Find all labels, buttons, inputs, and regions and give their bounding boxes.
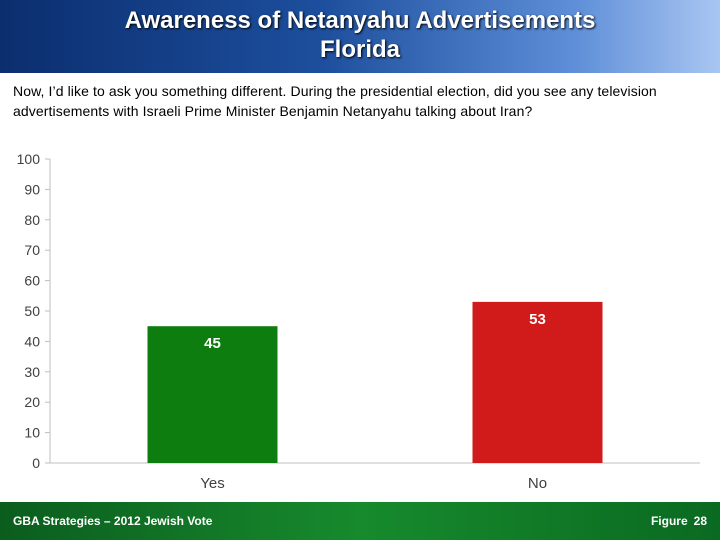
survey-question: Now, I’d like to ask you something diffe… [13, 83, 657, 119]
figure-number: 28 [693, 514, 707, 528]
bar-chart: 0 10 20 30 40 50 60 70 80 90 100 45 Yes 53 No [17, 151, 700, 492]
y-tick-label: 50 [24, 303, 40, 319]
footer-source: GBA Strategies – 2012 Jewish Vote [13, 514, 213, 528]
bar-yes [147, 326, 278, 463]
slide-header: Awareness of Netanyahu Advertisements Fl… [0, 0, 720, 73]
y-tick-label: 100 [17, 151, 41, 167]
y-tick-label: 40 [24, 333, 40, 349]
y-tick-label: 80 [24, 212, 40, 228]
y-tick-label: 90 [24, 181, 40, 197]
y-tick-label: 20 [24, 394, 40, 410]
x-tick-label-no: No [528, 475, 547, 492]
y-tick-label: 30 [24, 364, 40, 380]
data-label-no: 53 [529, 311, 546, 328]
bar-no [472, 301, 603, 463]
y-tick-label: 0 [32, 455, 40, 471]
figure-label-text: Figure [650, 514, 688, 528]
data-label-yes: 45 [204, 335, 221, 352]
figure-label: Figure 28 [651, 514, 707, 528]
y-tick-label: 10 [24, 425, 40, 441]
y-tick-label: 70 [24, 242, 40, 258]
x-tick-label-yes: Yes [200, 475, 224, 492]
slide-subtitle: Florida [319, 36, 400, 63]
slide-title: Awareness of Netanyahu Advertisements [124, 7, 596, 34]
y-tick-label: 60 [24, 273, 40, 289]
slide-footer: GBA Strategies – 2012 Jewish Vote Figure… [0, 502, 720, 540]
